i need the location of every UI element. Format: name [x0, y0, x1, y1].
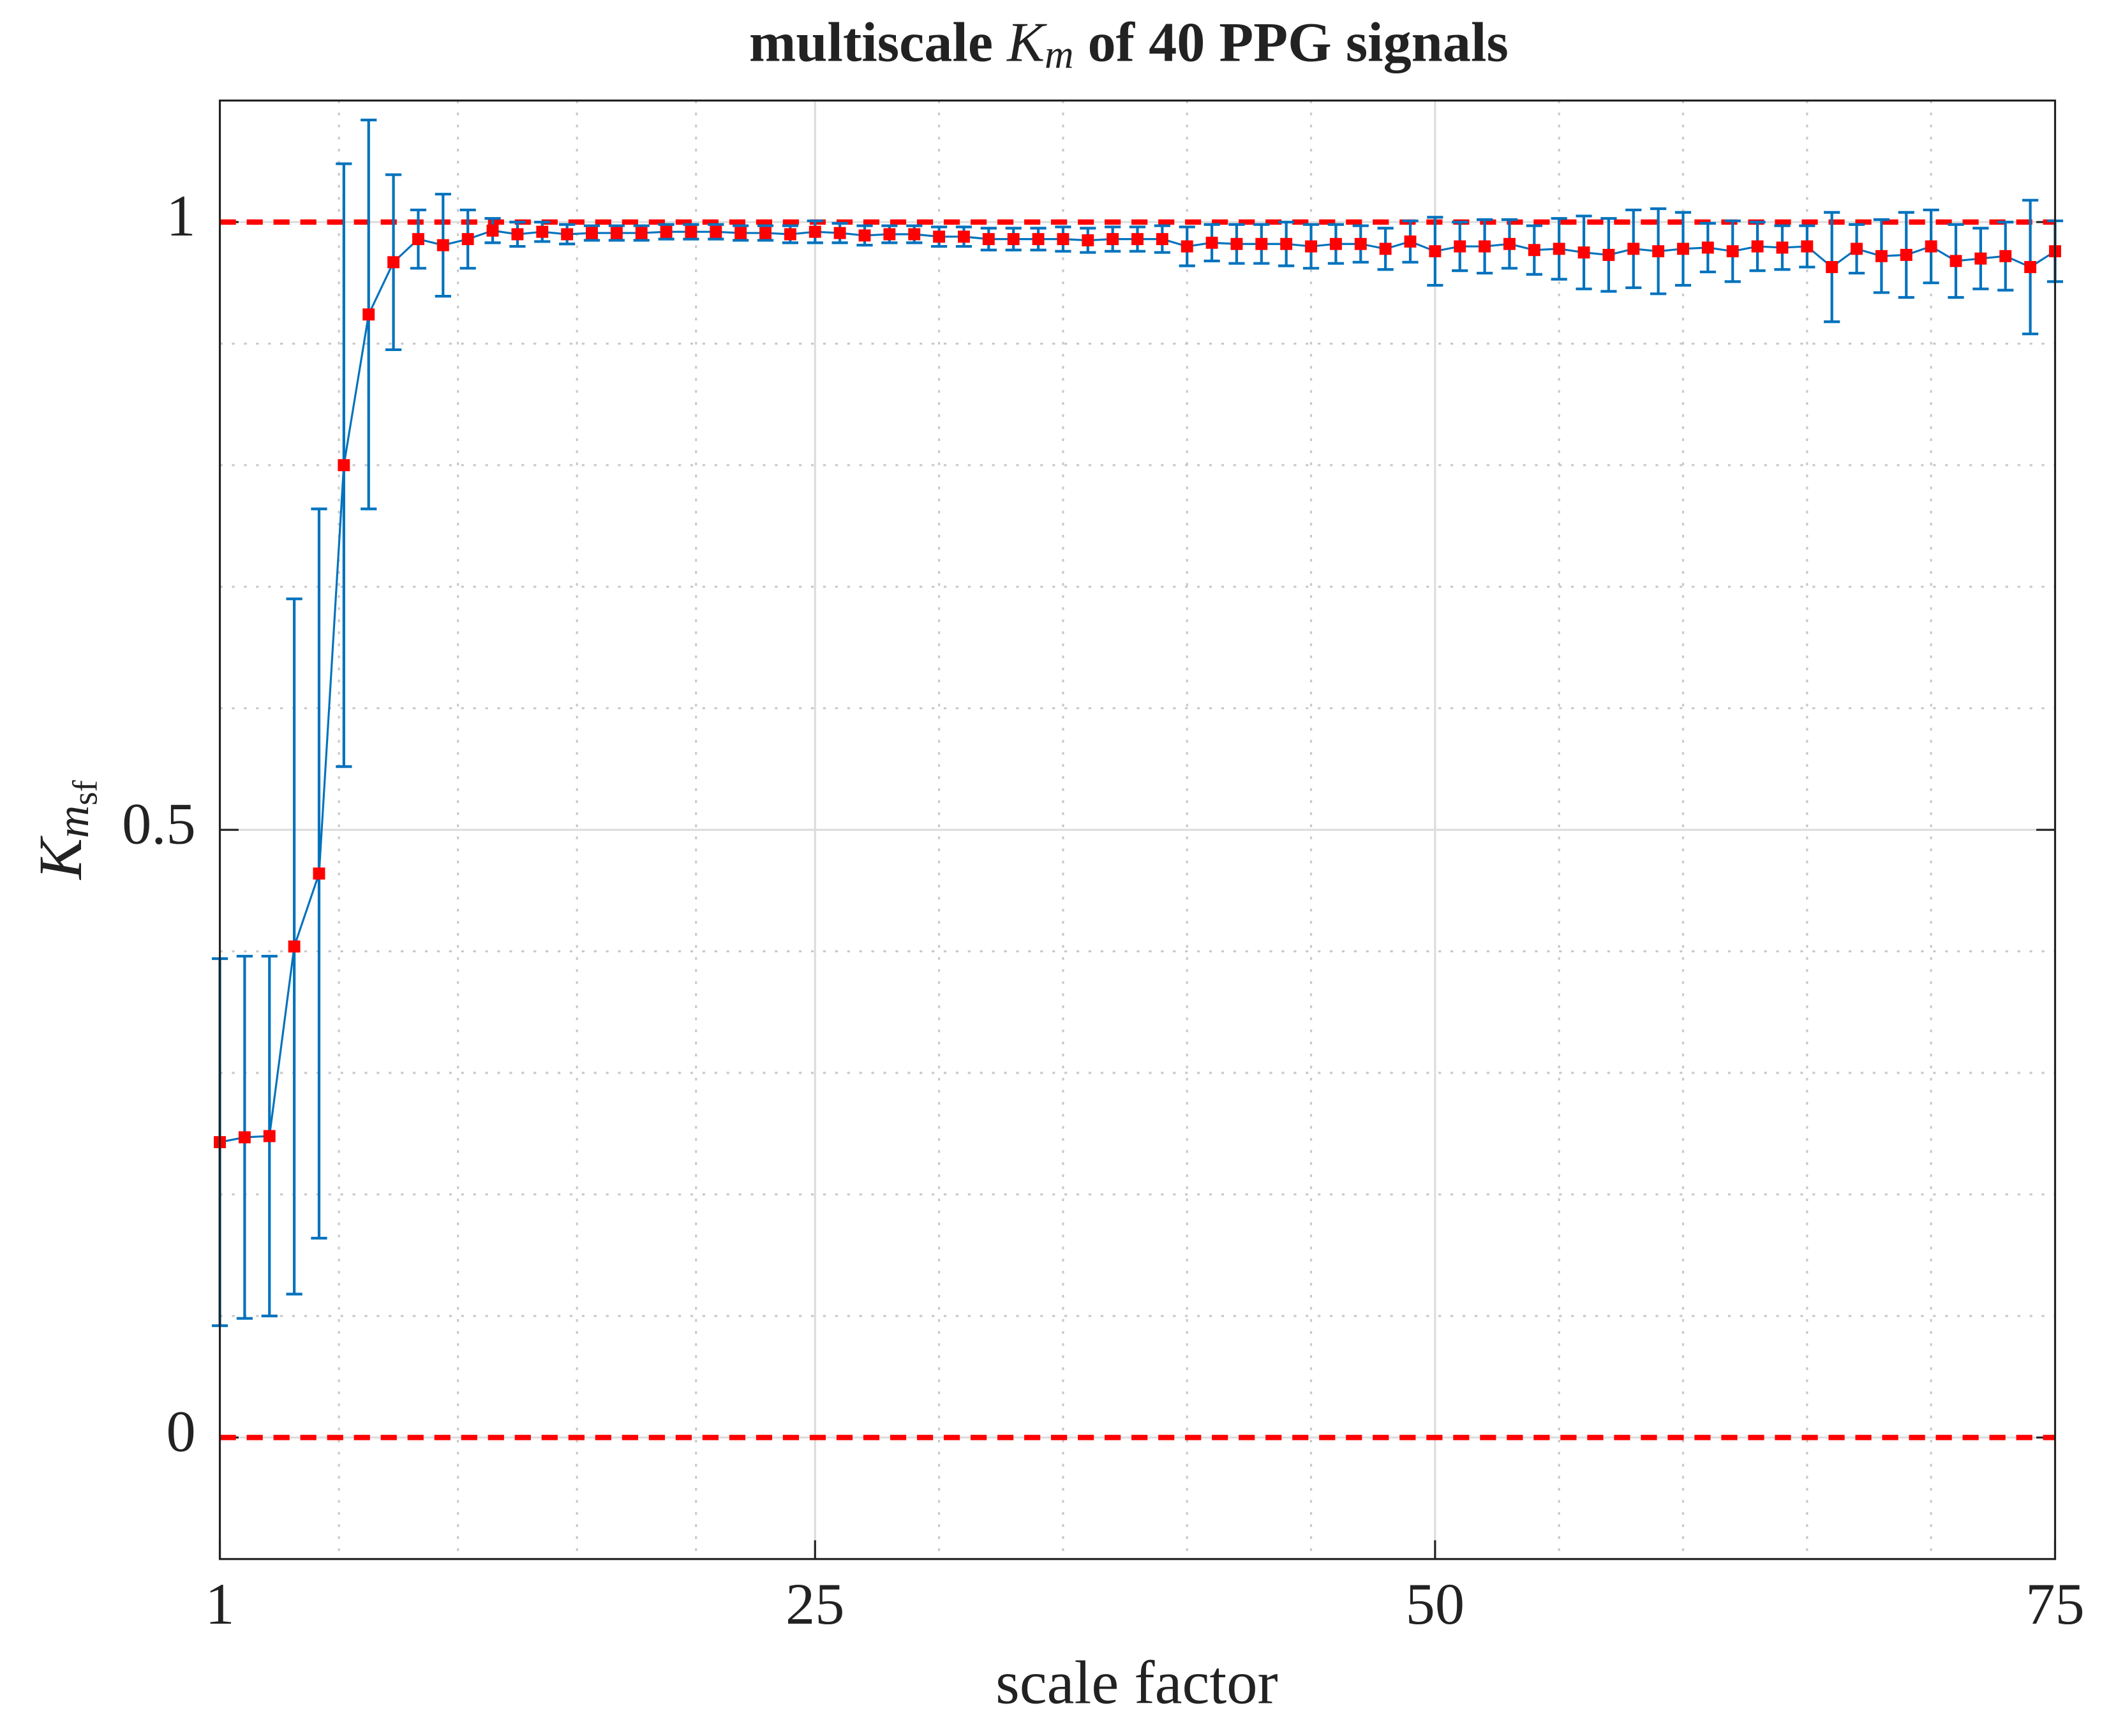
marker: [1454, 240, 1466, 253]
marker: [536, 225, 549, 238]
marker: [362, 308, 375, 321]
marker: [1156, 233, 1168, 246]
marker: [1726, 245, 1739, 258]
marker: [1925, 240, 1937, 253]
title-subscript: m: [1045, 33, 1074, 77]
marker: [1181, 240, 1193, 253]
marker: [1577, 246, 1590, 259]
marker: [1627, 243, 1640, 255]
marker: [1974, 252, 1987, 265]
marker: [1652, 245, 1665, 258]
marker: [1751, 240, 1764, 253]
marker: [1379, 243, 1392, 255]
marker: [263, 1130, 276, 1142]
marker: [933, 230, 946, 243]
marker: [883, 228, 896, 241]
marker: [833, 227, 846, 239]
marker: [238, 1131, 251, 1144]
y-axis-label: Kmsf: [26, 780, 104, 881]
marker: [436, 239, 449, 251]
marker: [759, 227, 771, 239]
title-text: multiscale: [749, 11, 1007, 74]
marker: [1677, 243, 1689, 255]
marker: [1429, 245, 1442, 258]
y-label-subscript: m: [48, 805, 98, 839]
y-tick-label: 1: [167, 183, 196, 248]
marker: [1205, 236, 1218, 249]
marker: [784, 228, 796, 241]
marker: [586, 227, 598, 239]
marker: [1999, 250, 2012, 262]
marker: [1826, 260, 1838, 273]
marker: [511, 228, 524, 241]
marker: [1479, 240, 1491, 253]
marker: [1602, 248, 1615, 261]
marker: [412, 233, 424, 246]
series-line: [220, 229, 2056, 1144]
x-tick-label: 75: [2025, 1571, 2084, 1636]
marker: [1329, 237, 1342, 250]
marker: [313, 867, 325, 880]
x-tick-label: 50: [1406, 1571, 1465, 1636]
marker: [1900, 248, 1912, 261]
marker: [1007, 233, 1020, 246]
marker: [858, 229, 871, 242]
marker: [685, 225, 697, 238]
y-label-symbol: K: [26, 835, 94, 881]
y-tick-label: 0: [167, 1399, 196, 1464]
marker: [710, 225, 722, 238]
marker: [1801, 240, 1814, 253]
marker: [338, 459, 350, 472]
marker: [809, 225, 821, 238]
marker: [1875, 250, 1888, 262]
x-tick-label: 1: [205, 1571, 234, 1636]
marker: [734, 227, 747, 239]
marker: [1354, 237, 1367, 250]
marker: [1553, 243, 1565, 255]
marker: [982, 233, 995, 246]
marker: [1305, 240, 1318, 253]
marker: [660, 225, 673, 238]
marker: [1032, 233, 1045, 246]
marker: [1528, 244, 1540, 257]
marker: [2024, 260, 2037, 273]
marker: [1131, 233, 1144, 246]
x-axis-label: scale factor: [995, 1649, 1278, 1717]
marker: [561, 228, 574, 241]
marker: [1082, 234, 1094, 246]
marker: [486, 224, 499, 237]
marker: [461, 233, 474, 246]
marker: [1949, 255, 1962, 267]
title-symbol: K: [1006, 11, 1047, 74]
marker: [610, 227, 623, 239]
marker: [1701, 241, 1714, 254]
marker: [288, 940, 301, 953]
y-tick-label: 0.5: [122, 791, 196, 856]
marker: [1280, 237, 1293, 250]
marker: [908, 228, 921, 241]
marker: [1776, 241, 1789, 254]
title-text: of 40 PPG signals: [1073, 11, 1508, 74]
plot-frame: [218, 99, 2057, 1560]
marker: [387, 256, 400, 269]
marker: [635, 227, 648, 239]
marker: [1230, 237, 1243, 250]
chart-title: multiscale Km of 40 PPG signals: [749, 11, 1509, 77]
marker: [1851, 243, 1863, 255]
marker: [1404, 235, 1417, 248]
y-label-subsubscript: sf: [65, 780, 104, 805]
marker: [1255, 237, 1268, 250]
marker: [1503, 237, 1516, 250]
marker: [1057, 233, 1070, 246]
x-tick-label: 25: [786, 1571, 844, 1636]
marker: [1107, 233, 1119, 246]
marker: [957, 230, 970, 243]
